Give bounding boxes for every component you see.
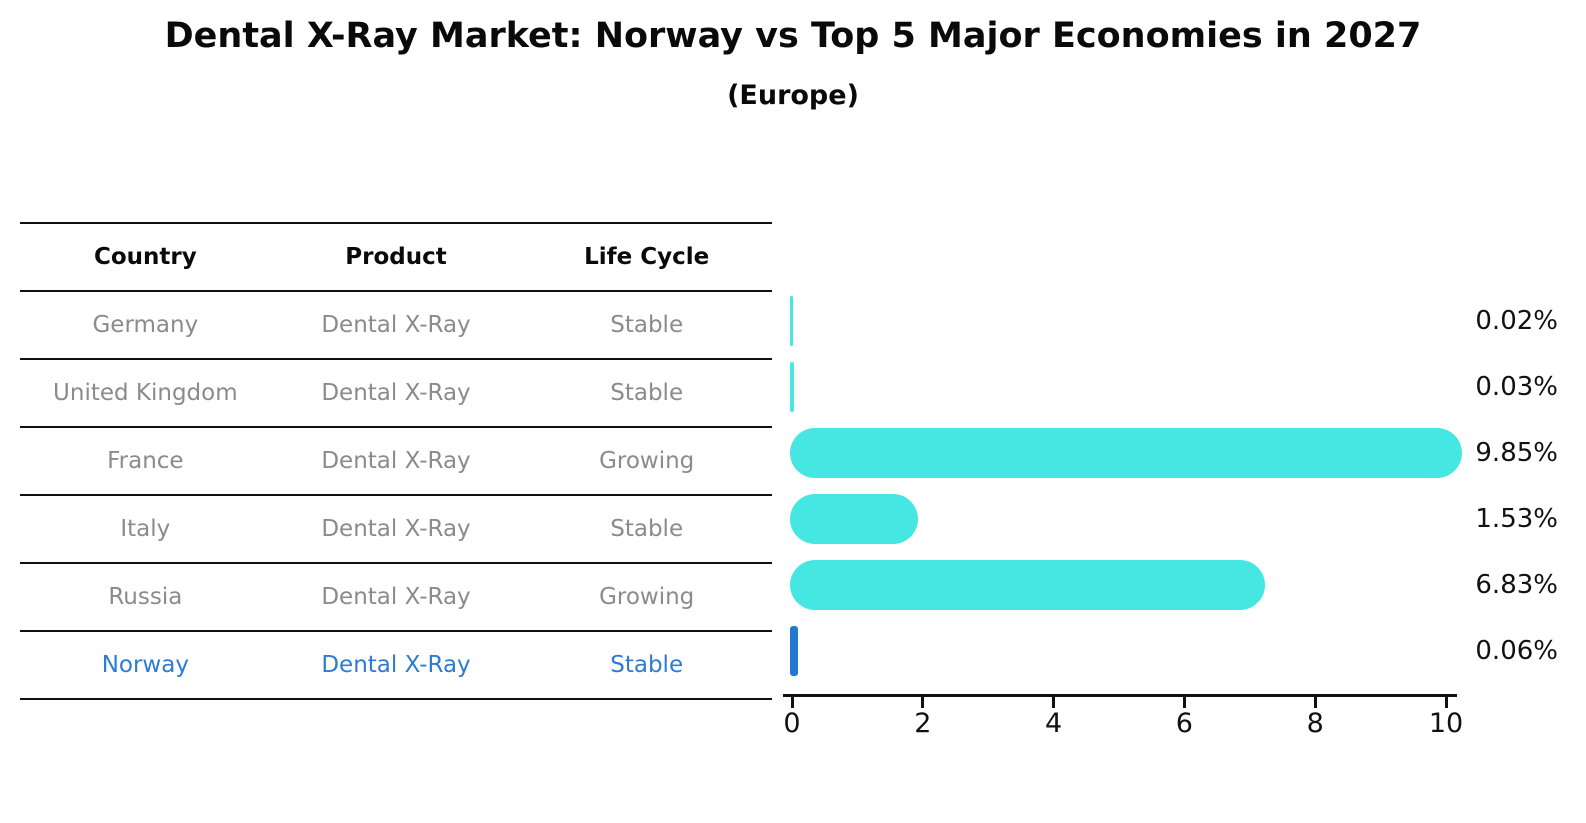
bar-norway: [790, 626, 798, 676]
life-cycle-cell: Stable: [610, 312, 684, 338]
x-tick-label-10: 10: [1428, 708, 1464, 739]
value-label-france: 9.85%: [1475, 438, 1558, 468]
x-tick-2: [921, 697, 925, 708]
product-cell: Dental X-Ray: [321, 584, 471, 610]
bar-france: [790, 428, 1463, 478]
life-cycle-cell: Stable: [610, 516, 684, 542]
country-cell: Russia: [108, 584, 183, 610]
x-tick-label-0: 0: [783, 708, 801, 739]
product-cell: Dental X-Ray: [321, 516, 471, 542]
product-cell: Dental X-Ray: [321, 312, 471, 338]
value-label-united-kingdom: 0.03%: [1475, 372, 1558, 402]
value-label-italy: 1.53%: [1475, 504, 1558, 534]
table-row-norway: Norway Dental X-Ray Stable: [20, 630, 772, 698]
table-row-germany: Germany Dental X-Ray Stable: [20, 290, 772, 358]
life-cycle-cell: Stable: [610, 380, 684, 406]
bar-russia: [790, 560, 1265, 610]
x-tick-label-8: 8: [1306, 708, 1324, 739]
table-row-united-kingdom: United Kingdom Dental X-Ray Stable: [20, 358, 772, 426]
life-cycle-cell: Growing: [599, 584, 695, 610]
life-cycle-cell: Growing: [599, 448, 695, 474]
product-cell: Dental X-Ray: [321, 448, 471, 474]
product-cell: Dental X-Ray: [321, 380, 471, 406]
table-row-italy: Italy Dental X-Ray Stable: [20, 494, 772, 562]
x-axis-line: [783, 694, 1457, 697]
table-header-row: Country Product Life Cycle: [20, 222, 772, 290]
country-cell: Italy: [120, 516, 171, 542]
life-cycle-cell: Stable: [610, 652, 684, 678]
value-label-germany: 0.02%: [1475, 306, 1558, 336]
country-cell: Norway: [101, 652, 189, 678]
x-tick-10: [1444, 697, 1448, 708]
value-label-norway: 0.06%: [1475, 636, 1558, 666]
country-table: Country Product Life Cycle Germany Dental X-…: [20, 222, 772, 700]
x-tick-label-6: 6: [1175, 708, 1193, 739]
country-cell: France: [107, 448, 184, 474]
bar-united-kingdom: [790, 362, 794, 412]
x-tick-label-4: 4: [1045, 708, 1063, 739]
table-row-france: France Dental X-Ray Growing: [20, 426, 772, 494]
x-tick-0: [790, 697, 794, 708]
country-cell: United Kingdom: [53, 380, 238, 406]
value-label-russia: 6.83%: [1475, 570, 1558, 600]
table-header-country: Country: [93, 244, 197, 270]
bar-germany: [790, 296, 793, 346]
table-header-product: Product: [345, 244, 447, 270]
bar-italy: [790, 494, 919, 544]
x-tick-4: [1052, 697, 1056, 708]
x-tick-8: [1313, 697, 1317, 708]
table-row-russia: Russia Dental X-Ray Growing: [20, 562, 772, 630]
x-tick-6: [1182, 697, 1186, 708]
chart-title: Dental X-Ray Market: Norway vs Top 5 Maj…: [164, 16, 1422, 56]
x-tick-label-2: 2: [914, 708, 932, 739]
country-cell: Germany: [92, 312, 199, 338]
product-cell: Dental X-Ray: [321, 652, 471, 678]
table-header-life-cycle: Life Cycle: [584, 244, 710, 270]
chart-subtitle: (Europe): [727, 80, 859, 111]
